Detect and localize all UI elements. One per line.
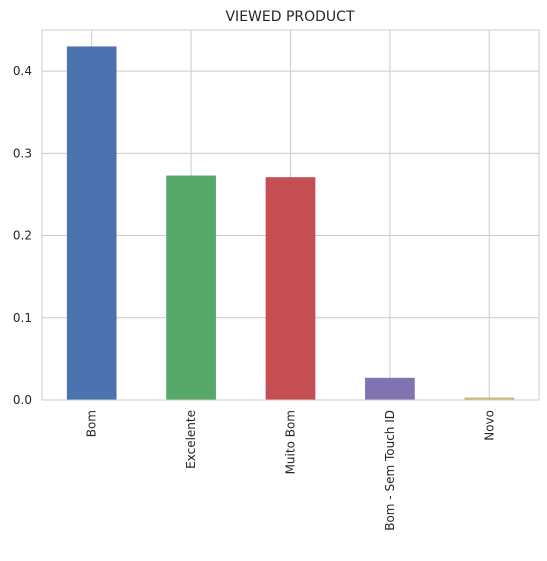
- chart-title: VIEWED PRODUCT: [225, 9, 354, 25]
- y-tick-label: 0.1: [13, 311, 32, 325]
- x-tick-labels: Bom Excelente Muito Bom Bom - Sem Touch ID N…: [85, 410, 497, 531]
- y-tick-label: 0.3: [13, 146, 32, 160]
- y-tick-labels: 0.0 0.1 0.2 0.3 0.4: [13, 64, 32, 407]
- x-tick-label: Bom - Sem Touch ID: [383, 410, 397, 531]
- x-tick-label: Bom: [85, 410, 99, 437]
- y-tick-label: 0.0: [13, 393, 32, 407]
- x-tick-label: Novo: [482, 410, 496, 441]
- x-tick-label: Muito Bom: [284, 410, 298, 474]
- bar: [266, 177, 316, 400]
- y-tick-label: 0.4: [13, 64, 32, 78]
- bar: [365, 378, 415, 400]
- bar: [67, 46, 117, 400]
- y-tick-label: 0.2: [13, 229, 32, 243]
- x-tick-label: Excelente: [184, 410, 198, 469]
- bar: [166, 176, 216, 400]
